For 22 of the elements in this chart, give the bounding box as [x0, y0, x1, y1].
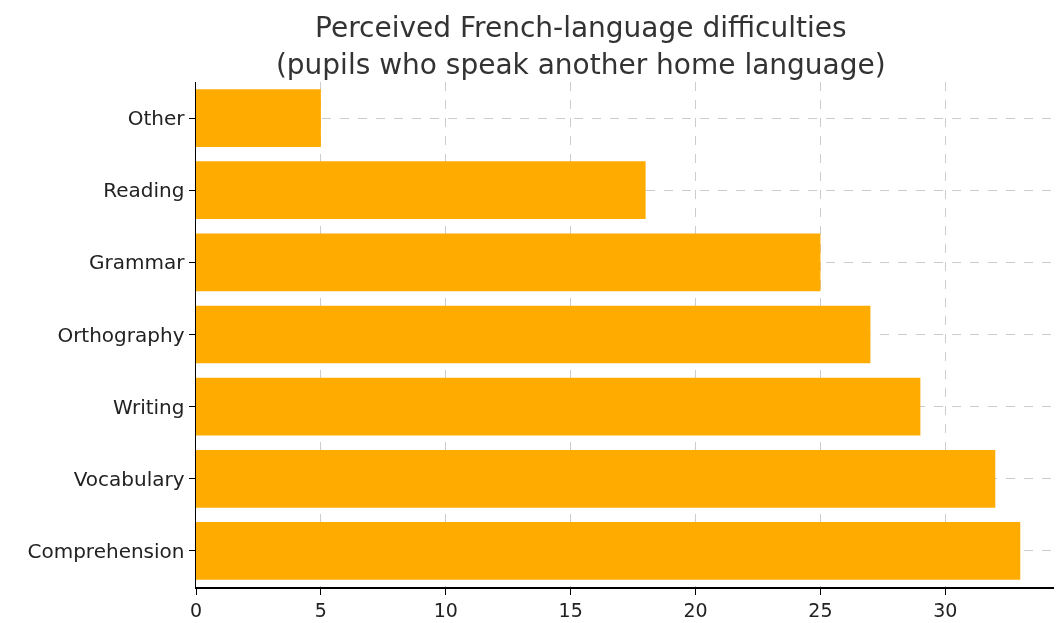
x-tick-label: 0 [189, 599, 203, 622]
y-tick-label: Writing [113, 394, 185, 419]
y-tick-label: Reading [103, 178, 185, 203]
bar [196, 522, 1021, 580]
bar [196, 161, 646, 220]
y-tick-label: Comprehension [27, 538, 185, 563]
y-tick-label: Vocabulary [73, 466, 185, 491]
x-tick-label: 10 [433, 599, 458, 622]
y-tick-label: Orthography [57, 322, 185, 347]
x-tick-label: 5 [314, 599, 327, 622]
chart-title: Perceived French-language difficulties (pupils who speak another home language) [275, 11, 886, 81]
x-tick-label: 20 [683, 599, 708, 622]
x-tick-label: 25 [808, 599, 833, 622]
x-tick-label: 30 [933, 599, 958, 622]
bar [196, 449, 996, 508]
x-tick-label: 15 [558, 599, 583, 622]
bar [196, 89, 321, 147]
bar [196, 233, 821, 292]
y-tick-label: Grammar [89, 250, 186, 275]
y-tick-label: Other [127, 106, 186, 131]
bar [196, 305, 871, 364]
bar [196, 377, 921, 436]
